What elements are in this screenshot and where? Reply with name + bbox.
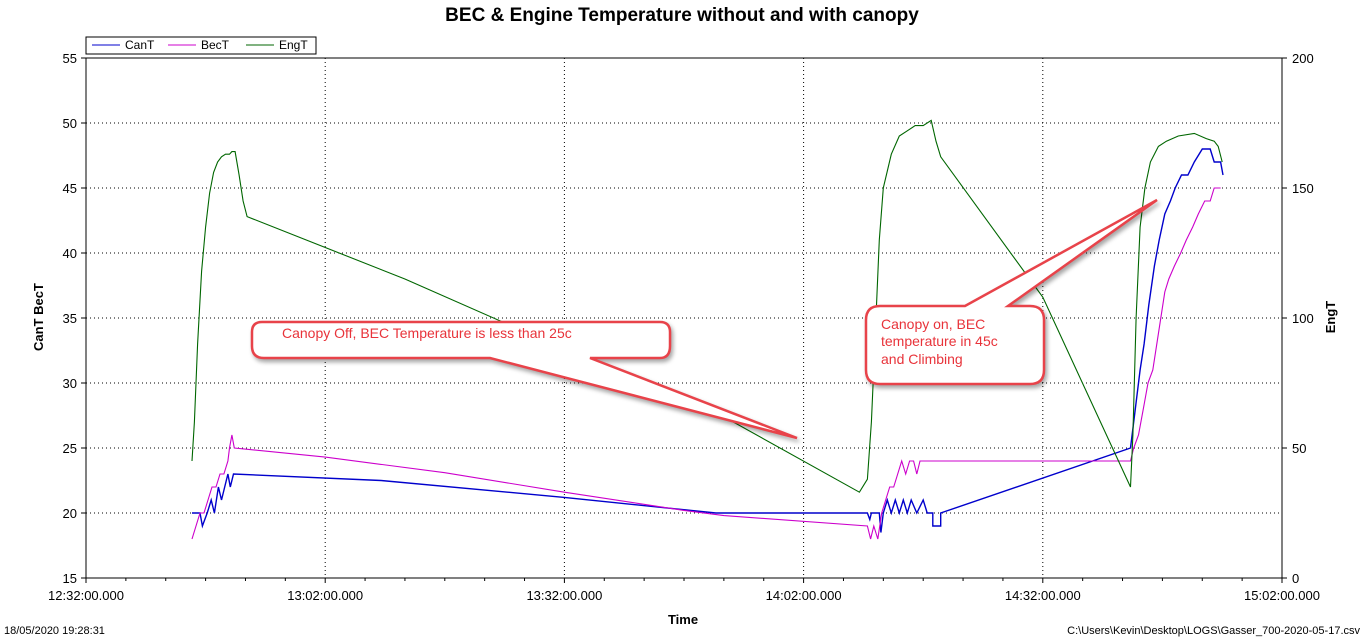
y-axis-right: 0 50 100 150 200	[1282, 51, 1314, 586]
y-tick-label-right: 150	[1292, 181, 1314, 196]
x-tick-label: 15:02:00.000	[1244, 588, 1320, 603]
callout-text-line-1: Canopy on, BEC	[881, 316, 985, 332]
series-line-bect	[191, 187, 1221, 540]
y-tick-label-left: 25	[63, 441, 77, 456]
y-tick-label-left: 40	[63, 246, 77, 261]
x-tick-label: 13:32:00.000	[526, 588, 602, 603]
legend: CanT BecT EngT	[85, 36, 317, 55]
y-axis-left-title: CanT BecT	[31, 283, 46, 351]
y-tick-label-left: 35	[63, 311, 77, 326]
series-line-engt	[191, 119, 1223, 493]
y-tick-label-left: 20	[63, 506, 77, 521]
x-axis-title: Time	[668, 612, 698, 627]
legend-label-cant: CanT	[125, 38, 155, 52]
y-axis-right-title: EngT	[1323, 301, 1338, 334]
y-tick-label-left: 50	[63, 116, 77, 131]
y-tick-label-right: 100	[1292, 311, 1314, 326]
callout-text-line-2: temperature in 45c	[881, 333, 998, 349]
annotation-canopy-off: Canopy Off, BEC Temperature is less than…	[250, 320, 798, 440]
callout-text: Canopy Off, BEC Temperature is less than…	[282, 325, 572, 341]
x-axis: 12:32:00.000 13:02:00.000 13:32:00.000 14:0…	[48, 578, 1320, 603]
footer-file-path: C:\Users\Kevin\Desktop\LOGS\Gasser_700-2…	[1067, 625, 1360, 637]
series-group	[191, 119, 1224, 540]
footer-timestamp: 18/05/2020 19:28:31	[4, 625, 105, 637]
chart-title: BEC & Engine Temperature without and wit…	[445, 5, 919, 26]
legend-label-engt: EngT	[279, 38, 308, 52]
y-tick-label-left: 15	[63, 571, 77, 586]
y-tick-label-left: 30	[63, 376, 77, 391]
callout-bubble	[250, 320, 798, 440]
callout-bubble	[864, 198, 1158, 386]
x-tick-label: 13:02:00.000	[287, 588, 363, 603]
y-tick-label-left: 55	[63, 51, 77, 66]
legend-label-bect: BecT	[201, 38, 230, 52]
annotation-canopy-on: Canopy on, BEC temperature in 45c and Cl…	[864, 198, 1158, 386]
y-axis-left: 15 20 25 30 35 40 45 50 55	[63, 51, 86, 586]
x-tick-label: 12:32:00.000	[48, 588, 124, 603]
series-line-cant	[192, 148, 1224, 533]
y-tick-label-right: 200	[1292, 51, 1314, 66]
x-tick-label: 14:02:00.000	[766, 588, 842, 603]
x-tick-label: 14:32:00.000	[1005, 588, 1081, 603]
legend-box	[85, 36, 317, 55]
callout-text-line-3: and Climbing	[881, 351, 963, 367]
y-tick-label-right: 50	[1292, 441, 1306, 456]
y-tick-label-left: 45	[63, 181, 77, 196]
y-tick-label-right: 0	[1292, 571, 1299, 586]
